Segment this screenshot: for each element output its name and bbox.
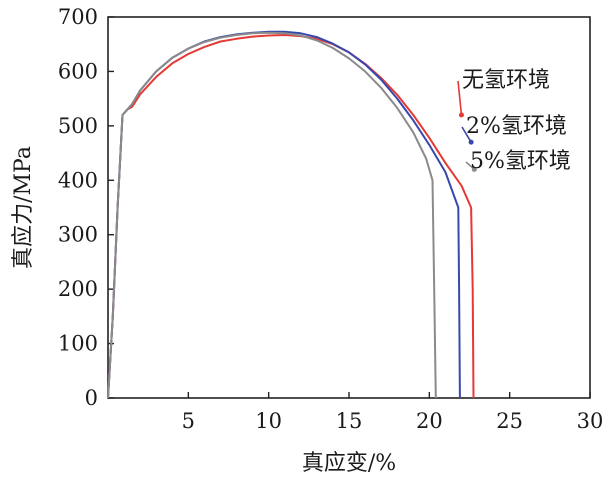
annotation-label-0: 无氢环境 <box>462 68 550 93</box>
y-tick-label: 700 <box>58 5 98 29</box>
annotation-label-1: 2%氢环境 <box>466 114 567 139</box>
axes: 0 100 200 300 400 500 600 700 5 10 15 20 25 30 <box>58 5 603 433</box>
annotation-arrowhead-0 <box>458 112 464 118</box>
series-line-0 <box>107 34 475 399</box>
y-tick-label: 0 <box>85 386 98 410</box>
y-tick-label: 500 <box>58 114 98 138</box>
x-tick-label: 15 <box>336 409 363 433</box>
x-tick-label: 10 <box>255 409 282 433</box>
x-tick-label: 5 <box>182 409 195 433</box>
annotation-arrowhead-1 <box>468 139 474 145</box>
series-layer <box>107 30 475 399</box>
y-tick-label: 300 <box>58 223 98 247</box>
annotation-arrowhead-2 <box>471 166 477 172</box>
y-tick-label: 200 <box>58 277 98 301</box>
x-tick-label: 20 <box>416 409 443 433</box>
y-tick-label: 400 <box>58 168 98 192</box>
annotation-leader-1 <box>461 126 472 143</box>
series-line-2 <box>107 31 437 399</box>
y-tick-label: 600 <box>58 59 98 83</box>
y-axis-label: 真应力/MPa <box>11 146 36 269</box>
y-tick-label: 100 <box>58 332 98 356</box>
x-tick-label: 30 <box>577 409 604 433</box>
x-tick-label: 25 <box>496 409 523 433</box>
annotation-layer: 无氢环境 2%氢环境 5%氢环境 <box>457 68 571 174</box>
series-line-1 <box>107 30 461 399</box>
annotation-label-2: 5%氢环境 <box>470 149 571 174</box>
annotation-leader-0 <box>457 80 463 116</box>
x-axis-label: 真应变/% <box>302 451 396 476</box>
